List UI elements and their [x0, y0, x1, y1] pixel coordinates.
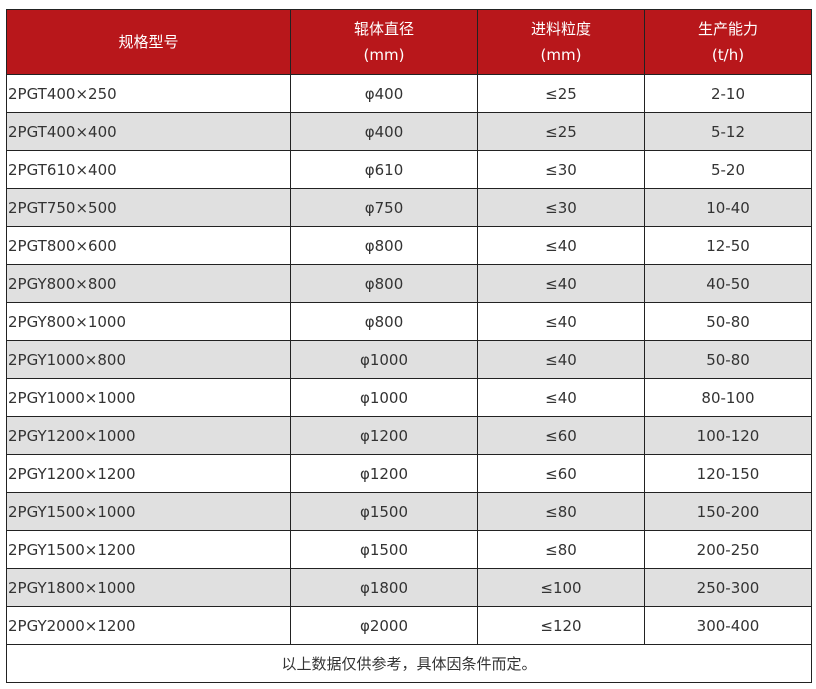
cell-roll-diameter: φ750 [290, 188, 478, 227]
cell-model: 2PGT800×600 [6, 226, 291, 265]
table-row: 2PGT800×600 φ800 ≤40 12-50 [6, 226, 812, 265]
cell-capacity: 120-150 [644, 454, 812, 493]
cell-feed-size: ≤25 [477, 74, 645, 113]
cell-roll-diameter: φ610 [290, 150, 478, 189]
table-row: 2PGY1200×1200 φ1200 ≤60 120-150 [6, 454, 812, 493]
cell-model: 2PGY1000×1000 [6, 378, 291, 417]
cell-model: 2PGY1200×1200 [6, 454, 291, 493]
cell-roll-diameter: φ800 [290, 226, 478, 265]
cell-capacity: 80-100 [644, 378, 812, 417]
cell-feed-size: ≤30 [477, 188, 645, 227]
cell-capacity: 50-80 [644, 340, 812, 379]
cell-feed-size: ≤40 [477, 378, 645, 417]
cell-roll-diameter: φ800 [290, 302, 478, 341]
cell-model: 2PGY1500×1200 [6, 530, 291, 569]
cell-roll-diameter: φ400 [290, 74, 478, 113]
cell-roll-diameter: φ400 [290, 112, 478, 151]
header-model: 规格型号 [6, 9, 291, 75]
header-roll-diameter: 辊体直径 (mm) [290, 9, 478, 75]
footer-row: 以上数据仅供参考，具体因条件而定。 [6, 644, 812, 683]
cell-capacity: 12-50 [644, 226, 812, 265]
table-row: 2PGY800×1000 φ800 ≤40 50-80 [6, 302, 812, 341]
table-row: 2PGT610×400 φ610 ≤30 5-20 [6, 150, 812, 189]
cell-feed-size: ≤30 [477, 150, 645, 189]
cell-capacity: 150-200 [644, 492, 812, 531]
cell-roll-diameter: φ1000 [290, 378, 478, 417]
cell-feed-size: ≤60 [477, 416, 645, 455]
cell-capacity: 100-120 [644, 416, 812, 455]
cell-roll-diameter: φ800 [290, 264, 478, 303]
cell-roll-diameter: φ1800 [290, 568, 478, 607]
cell-model: 2PGY800×800 [6, 264, 291, 303]
cell-capacity: 5-12 [644, 112, 812, 151]
cell-roll-diameter: φ1500 [290, 492, 478, 531]
cell-capacity: 40-50 [644, 264, 812, 303]
cell-model: 2PGY800×1000 [6, 302, 291, 341]
cell-capacity: 200-250 [644, 530, 812, 569]
cell-feed-size: ≤40 [477, 264, 645, 303]
cell-roll-diameter: φ1200 [290, 454, 478, 493]
header-capacity: 生产能力 (t/h) [644, 9, 812, 75]
cell-feed-size: ≤60 [477, 454, 645, 493]
cell-roll-diameter: φ1500 [290, 530, 478, 569]
cell-feed-size: ≤25 [477, 112, 645, 151]
cell-capacity: 2-10 [644, 74, 812, 113]
spec-table: 规格型号 辊体直径 (mm) 进料粒度 (mm) 生产能力 (t/h) 2PGT400… [6, 9, 812, 683]
table-row: 2PGT750×500 φ750 ≤30 10-40 [6, 188, 812, 227]
cell-model: 2PGT400×250 [6, 74, 291, 113]
cell-feed-size: ≤80 [477, 492, 645, 531]
cell-model: 2PGT610×400 [6, 150, 291, 189]
cell-capacity: 300-400 [644, 606, 812, 645]
cell-model: 2PGY2000×1200 [6, 606, 291, 645]
cell-feed-size: ≤80 [477, 530, 645, 569]
cell-roll-diameter: φ1200 [290, 416, 478, 455]
cell-feed-size: ≤120 [477, 606, 645, 645]
cell-capacity: 5-20 [644, 150, 812, 189]
cell-capacity: 250-300 [644, 568, 812, 607]
table-row: 2PGY2000×1200 φ2000 ≤120 300-400 [6, 606, 812, 645]
cell-capacity: 50-80 [644, 302, 812, 341]
cell-roll-diameter: φ1000 [290, 340, 478, 379]
table-row: 2PGY800×800 φ800 ≤40 40-50 [6, 264, 812, 303]
cell-feed-size: ≤40 [477, 340, 645, 379]
table-row: 2PGY1000×1000 φ1000 ≤40 80-100 [6, 378, 812, 417]
header-feed-size: 进料粒度 (mm) [477, 9, 645, 75]
table-row: 2PGY1200×1000 φ1200 ≤60 100-120 [6, 416, 812, 455]
table-row: 2PGY1000×800 φ1000 ≤40 50-80 [6, 340, 812, 379]
cell-model: 2PGY1200×1000 [6, 416, 291, 455]
table-row: 2PGY1500×1000 φ1500 ≤80 150-200 [6, 492, 812, 531]
footer-note: 以上数据仅供参考，具体因条件而定。 [6, 644, 812, 683]
cell-model: 2PGT400×400 [6, 112, 291, 151]
cell-roll-diameter: φ2000 [290, 606, 478, 645]
cell-capacity: 10-40 [644, 188, 812, 227]
header-row: 规格型号 辊体直径 (mm) 进料粒度 (mm) 生产能力 (t/h) [6, 9, 812, 75]
cell-model: 2PGT750×500 [6, 188, 291, 227]
cell-model: 2PGY1800×1000 [6, 568, 291, 607]
table-row: 2PGY1800×1000 φ1800 ≤100 250-300 [6, 568, 812, 607]
table-row: 2PGT400×400 φ400 ≤25 5-12 [6, 112, 812, 151]
cell-model: 2PGY1500×1000 [6, 492, 291, 531]
cell-feed-size: ≤100 [477, 568, 645, 607]
table-row: 2PGT400×250 φ400 ≤25 2-10 [6, 74, 812, 113]
table-row: 2PGY1500×1200 φ1500 ≤80 200-250 [6, 530, 812, 569]
cell-model: 2PGY1000×800 [6, 340, 291, 379]
cell-feed-size: ≤40 [477, 226, 645, 265]
cell-feed-size: ≤40 [477, 302, 645, 341]
